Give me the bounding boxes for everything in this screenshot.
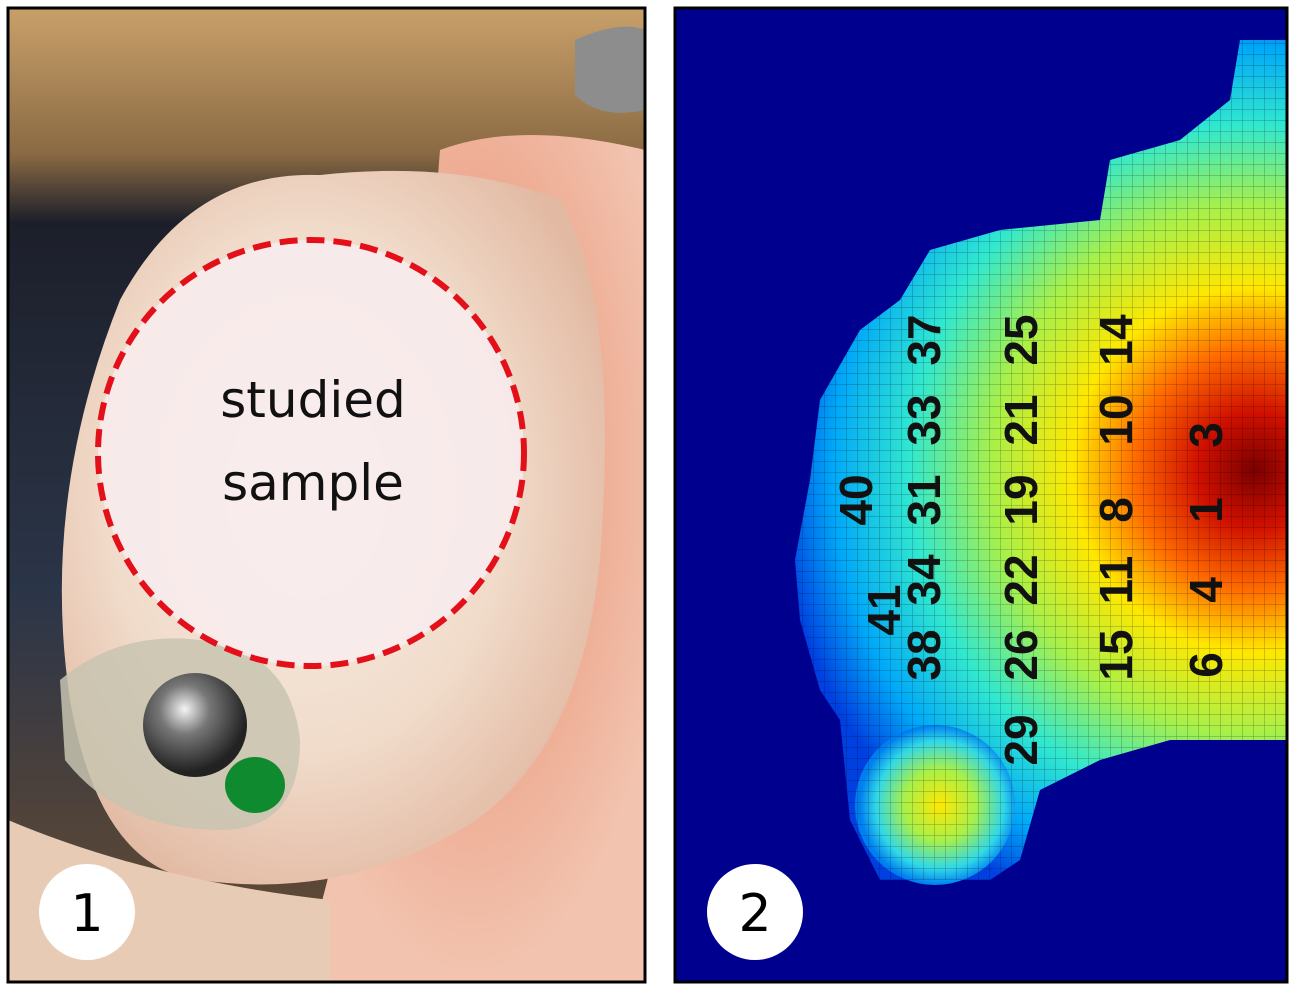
point-label: 33 [898, 394, 950, 445]
point-label: 8 [1090, 497, 1142, 523]
point-label: 19 [995, 474, 1047, 525]
point-label: 34 [898, 554, 950, 606]
point-label: 22 [995, 554, 1047, 605]
sample-circle [98, 240, 524, 666]
point-label: 29 [995, 714, 1047, 765]
marker-ball [143, 673, 247, 777]
point-label: 3 [1180, 422, 1232, 448]
point-label: 31 [898, 474, 950, 525]
point-label: 10 [1090, 394, 1142, 445]
point-label: 4 [1180, 577, 1232, 603]
annotation: sample [222, 454, 404, 512]
point-label: 21 [995, 394, 1047, 445]
point-label: 38 [898, 629, 950, 680]
point-label: 40 [830, 474, 882, 525]
point-label: 11 [1090, 556, 1142, 605]
point-label: 15 [1090, 629, 1142, 680]
point-label: 6 [1180, 652, 1232, 678]
green-marker [225, 757, 285, 813]
panel-label: 2 [738, 884, 771, 944]
point-label: 25 [995, 314, 1047, 365]
annotation: studied [220, 371, 405, 429]
photo-panel: studied sample 1 [8, 8, 645, 982]
heatmap-panel: 2 40413733313438252119222629141081115314… [675, 8, 1287, 982]
point-label: 1 [1180, 497, 1232, 523]
point-label: 37 [898, 314, 950, 365]
point-label: 26 [995, 629, 1047, 680]
marker-top [575, 27, 645, 113]
panel-label: 1 [70, 884, 103, 944]
point-label: 14 [1090, 314, 1142, 366]
figure: studied sample 1 2 404137333134382521192… [0, 0, 1291, 985]
